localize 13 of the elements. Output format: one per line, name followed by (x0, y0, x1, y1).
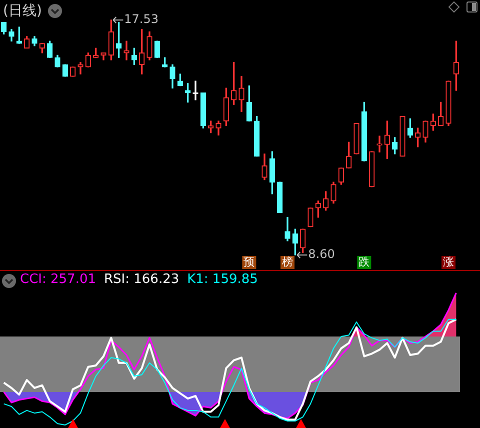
text: 8.60 (308, 247, 335, 262)
text: 预 (244, 255, 255, 268)
candlestick (124, 40, 130, 60)
text: 跌 (358, 255, 370, 268)
candlestick (376, 136, 382, 152)
text: RSI: 166.23 (104, 272, 180, 287)
text: 榜 (282, 255, 293, 268)
text: 17.53 (124, 12, 159, 26)
candlestick (78, 62, 84, 74)
text: K1: 159.85 (187, 272, 258, 287)
text: 涨 (443, 255, 454, 268)
text: CCI: 257.01 (20, 272, 96, 287)
chart-title: (日线) (3, 2, 42, 20)
